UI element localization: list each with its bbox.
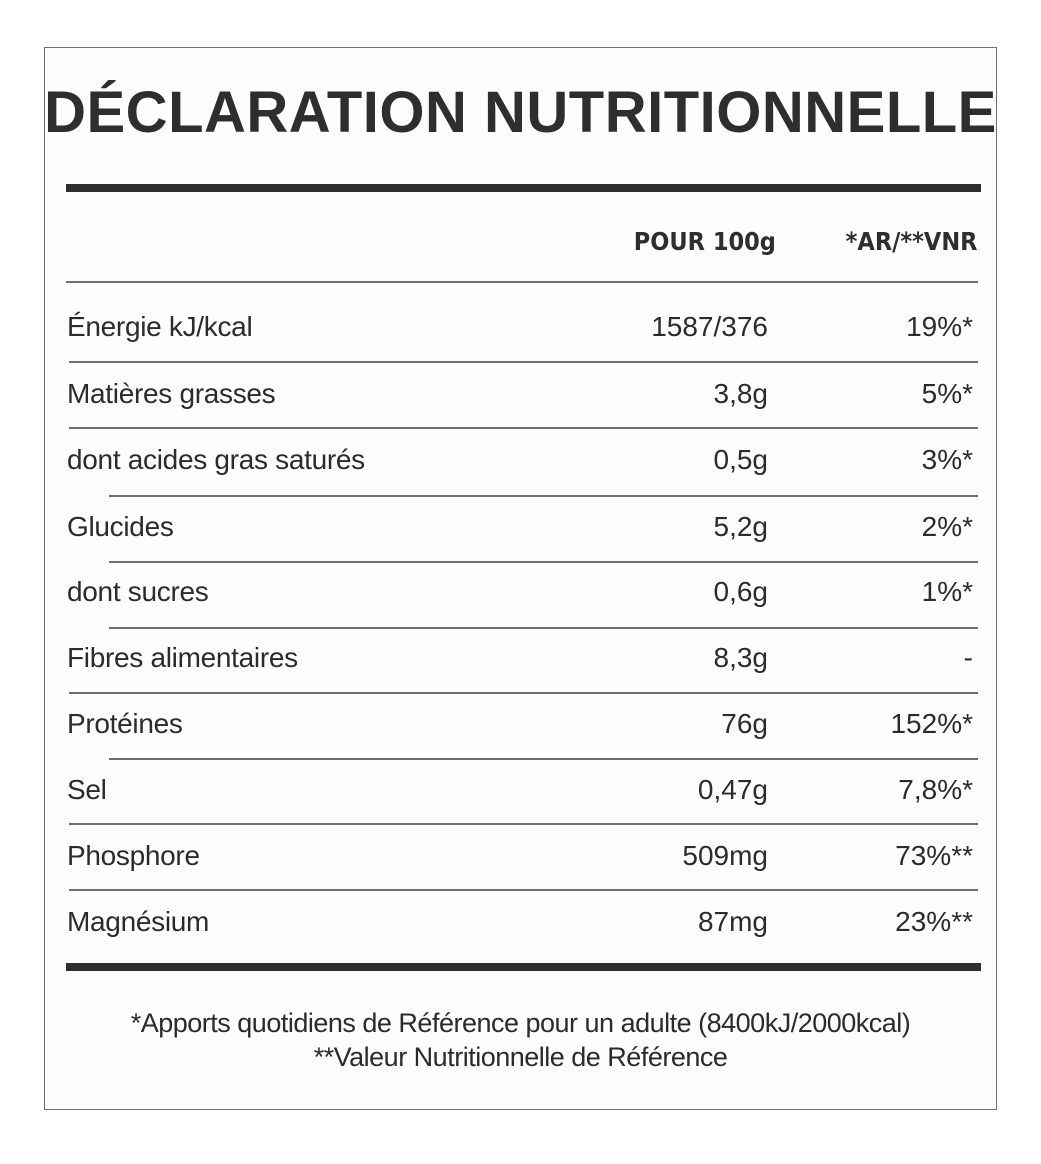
row-divider-indented	[109, 758, 978, 760]
page-title: DÉCLARATION NUTRITIONNELLE	[44, 80, 997, 145]
row-divider	[69, 692, 978, 694]
nutrient-label: Phosphore	[67, 840, 200, 871]
nutrient-reference: 23%**	[895, 906, 973, 937]
table-row: Phosphore 509mg 73%**	[0, 823, 1041, 889]
nutrient-reference: 19%*	[906, 311, 973, 342]
row-divider	[69, 823, 978, 825]
nutrient-value: 509mg	[682, 840, 768, 871]
row-divider	[69, 361, 978, 363]
table-row: Matières grasses 3,8g 5%*	[0, 361, 1041, 427]
nutrient-reference: 7,8%*	[898, 774, 973, 805]
nutrient-value: 87mg	[697, 906, 768, 937]
nutrient-reference: -	[963, 642, 973, 673]
nutrient-label: Matières grasses	[67, 378, 276, 409]
table-row: Protéines 76g 152%*	[0, 691, 1041, 757]
nutrient-reference: 1%*	[921, 576, 973, 607]
nutrient-label: Fibres alimentaires	[67, 642, 298, 673]
row-divider	[69, 427, 978, 429]
nutrient-value: 5,2g	[713, 511, 769, 542]
nutrient-value: 1587/376	[651, 311, 768, 342]
table-row: Énergie kJ/kcal 1587/376 19%*	[0, 294, 1041, 360]
nutrient-reference: 73%**	[895, 840, 973, 871]
column-header-reference: *AR/**VNR	[845, 227, 977, 256]
nutrient-value: 0,47g	[697, 774, 768, 805]
nutrient-label: dont acides gras saturés	[67, 444, 365, 475]
nutrient-value: 0,6g	[713, 576, 769, 607]
table-row: Magnésium 87mg 23%**	[0, 889, 1041, 955]
top-thick-divider	[66, 184, 981, 192]
nutrient-reference: 2%*	[921, 511, 973, 542]
row-divider-indented	[109, 627, 978, 629]
row-divider	[69, 889, 978, 891]
nutrient-value: 0,5g	[713, 444, 769, 475]
nutrient-label: Glucides	[67, 511, 174, 542]
nutrient-label: Énergie kJ/kcal	[67, 311, 253, 342]
nutrient-value: 3,8g	[713, 378, 769, 409]
nutrient-reference: 5%*	[921, 378, 973, 409]
nutrient-label: Sel	[67, 774, 107, 805]
bottom-thick-divider	[66, 963, 981, 971]
column-header-per-100g: POUR 100g	[633, 227, 776, 256]
footnote-nutrient-reference-value: **Valeur Nutritionnelle de Référence	[313, 1042, 728, 1072]
table-row: Sel 0,47g 7,8%*	[0, 757, 1041, 823]
table-row: Fibres alimentaires 8,3g -	[0, 625, 1041, 691]
row-divider-indented	[109, 495, 978, 497]
nutrient-label: dont sucres	[67, 576, 209, 607]
nutrient-reference: 3%*	[921, 444, 973, 475]
header-divider	[66, 281, 978, 283]
nutrition-label-frame	[44, 47, 997, 1110]
nutrient-label: Protéines	[67, 708, 183, 739]
nutrient-value: 76g	[721, 708, 768, 739]
nutrient-reference: 152%*	[890, 708, 973, 739]
table-row: Glucides 5,2g 2%*	[0, 494, 1041, 560]
footnote-reference-intake: *Apports quotidiens de Référence pour un…	[130, 1008, 911, 1038]
table-row: dont sucres 0,6g 1%*	[0, 559, 1041, 625]
row-divider-indented	[109, 561, 978, 563]
nutrient-label: Magnésium	[67, 906, 210, 937]
table-row: dont acides gras saturés 0,5g 3%*	[0, 427, 1041, 493]
nutrient-value: 8,3g	[713, 642, 769, 673]
